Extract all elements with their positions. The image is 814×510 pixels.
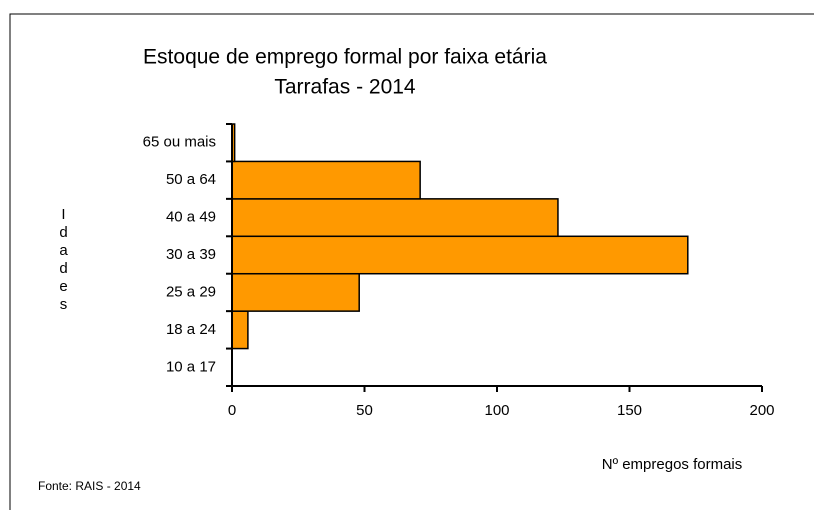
bar bbox=[231, 235, 689, 275]
y-tick-label: 10 a 17 bbox=[166, 358, 216, 375]
x-axis-label: Nº empregos formais bbox=[602, 456, 743, 473]
y-tick-label: 25 a 29 bbox=[166, 283, 216, 300]
y-axis-label: Idades bbox=[55, 206, 72, 314]
x-tick-label: 200 bbox=[749, 402, 774, 419]
x-tick-label: 50 bbox=[356, 402, 373, 419]
bar bbox=[231, 310, 249, 350]
y-tick-label: 65 ou mais bbox=[143, 134, 216, 151]
frame bbox=[9, 13, 814, 510]
chart-title: Estoque de emprego formal por faixa etár… bbox=[143, 46, 547, 69]
y-tick-label: 50 a 64 bbox=[166, 171, 216, 188]
x-tick-label: 150 bbox=[617, 402, 642, 419]
x-tick-label: 100 bbox=[484, 402, 509, 419]
y-tick-label: 18 a 24 bbox=[166, 321, 216, 338]
bar bbox=[231, 198, 559, 238]
bar bbox=[231, 272, 360, 312]
y-tick-label: 30 a 39 bbox=[166, 246, 216, 263]
chart-subtitle: Tarrafas - 2014 bbox=[274, 76, 416, 99]
y-tick-label: 40 a 49 bbox=[166, 209, 216, 226]
bar bbox=[231, 160, 421, 200]
source: Fonte: RAIS - 2014 bbox=[38, 479, 141, 493]
x-tick-label: 0 bbox=[228, 402, 236, 419]
